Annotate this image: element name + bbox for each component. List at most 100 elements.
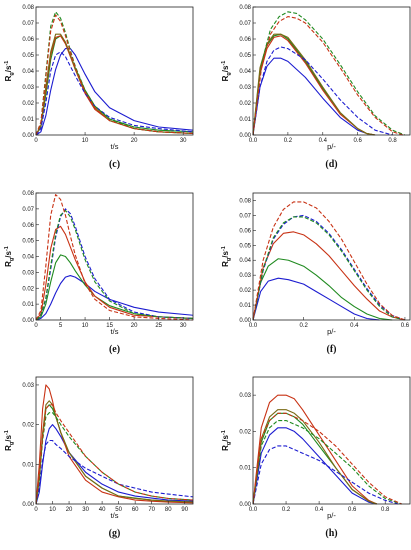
plot-frame xyxy=(252,376,411,505)
panel-label: (e) xyxy=(109,344,120,355)
y-tick-label: 0.05 xyxy=(239,243,251,249)
series-line-e-2 xyxy=(35,225,194,321)
x-axis-label: t/s xyxy=(111,511,119,520)
y-tick-label: 0.02 xyxy=(22,101,34,107)
y-tick-label: 0.01 xyxy=(22,302,34,308)
y-tick-label: 0.05 xyxy=(22,239,34,245)
y-tick-label: 0.05 xyxy=(22,53,34,59)
plot-frame xyxy=(35,376,194,505)
series-line-g-0 xyxy=(35,424,194,505)
y-tick-label: 0.02 xyxy=(239,101,251,107)
y-tick-label: 0.07 xyxy=(239,21,251,27)
y-tick-label: 0.00 xyxy=(239,133,251,139)
x-tick-label: 10 xyxy=(49,507,56,513)
series-line-e-1 xyxy=(35,254,194,321)
chart-panel-g: 0.00 0.01 0.02 0.03 0 10 20 30 40 50 60 70 80 90 t/s Rg… xyxy=(4,376,194,539)
x-tick-label: 10 xyxy=(82,323,89,329)
x-axis-label: t/s xyxy=(111,327,119,336)
panel-label: (f) xyxy=(327,344,337,355)
chart-panel-h: 0.00 0.01 0.02 0.03 0.0 0.2 0.4 0.6 0.8 p/- Rg/s-1… xyxy=(221,376,411,539)
x-tick-label: 0.8 xyxy=(388,138,397,144)
x-tick-label: 10 xyxy=(82,138,89,144)
panel-label: (d) xyxy=(325,159,337,170)
x-tick-label: 0.0 xyxy=(249,323,258,329)
x-tick-label: 40 xyxy=(99,507,106,513)
x-tick-label: 0.2 xyxy=(284,138,293,144)
chart-panel-e: 0.00 0.01 0.02 0.03 0.04 0.05 0.06 0.07 0.08 0 5 10… xyxy=(4,191,194,355)
y-tick-label: 0.03 xyxy=(22,383,34,389)
x-tick-label: 50 xyxy=(115,507,122,513)
y-tick-label: 0.03 xyxy=(22,270,34,276)
y-tick-label: 0.06 xyxy=(239,228,251,234)
x-tick-label: 0 xyxy=(34,507,38,513)
y-tick-label: 0.02 xyxy=(22,423,34,429)
panel-label: (h) xyxy=(325,528,337,539)
x-tick-label: 20 xyxy=(66,507,73,513)
series-line-f-4 xyxy=(252,216,406,321)
series-line-h-4 xyxy=(252,445,399,505)
y-tick-label: 0.07 xyxy=(22,207,34,213)
x-tick-label: 0.4 xyxy=(350,323,359,329)
series-line-d-6 xyxy=(252,16,404,136)
y-tick-label: 0.08 xyxy=(239,198,251,204)
series-line-e-0 xyxy=(35,274,194,321)
x-axis-label: p/- xyxy=(327,511,336,520)
y-tick-label: 0.03 xyxy=(239,273,251,279)
series-line-g-3 xyxy=(35,400,194,505)
y-tick-label: 0.04 xyxy=(22,69,34,75)
series-line-h-5 xyxy=(252,419,402,505)
y-tick-label: 0.00 xyxy=(22,133,34,139)
y-axis-label: Rg/s-1 xyxy=(4,246,15,267)
plot-frame xyxy=(252,6,411,136)
series-line-d-1 xyxy=(252,33,376,136)
x-tick-label: 0 xyxy=(34,138,38,144)
x-tick-label: 5 xyxy=(59,323,63,329)
y-tick-label: 0.08 xyxy=(22,5,34,11)
x-tick-label: 80 xyxy=(165,507,172,513)
x-tick-label: 0.6 xyxy=(401,323,410,329)
panel-label: (g) xyxy=(109,528,121,539)
x-tick-label: 0.0 xyxy=(249,507,258,513)
x-tick-label: 0.0 xyxy=(249,138,258,144)
y-axis-label: Rg/s-1 xyxy=(221,246,232,267)
y-tick-label: 0.00 xyxy=(239,318,251,324)
x-axis-label: p/- xyxy=(327,327,336,336)
series-line-e-4 xyxy=(35,209,194,321)
plot-frame xyxy=(252,192,411,321)
x-tick-label: 0.6 xyxy=(353,138,362,144)
x-tick-label: 20 xyxy=(131,323,138,329)
y-tick-label: 0.00 xyxy=(239,502,251,508)
series-line-c-4 xyxy=(35,51,194,136)
series-line-d-2 xyxy=(252,35,376,136)
y-tick-label: 0.06 xyxy=(22,223,34,229)
series-line-f-5 xyxy=(252,201,406,321)
plot-frame xyxy=(35,6,194,136)
x-tick-label: 0.4 xyxy=(315,507,324,513)
x-tick-label: 20 xyxy=(131,138,138,144)
x-tick-label: 0.8 xyxy=(381,507,390,513)
y-tick-label: 0.04 xyxy=(239,69,251,75)
y-tick-label: 0.00 xyxy=(22,318,34,324)
y-tick-label: 0.02 xyxy=(239,288,251,294)
y-tick-label: 0.04 xyxy=(239,258,251,264)
x-axis-label: t/s xyxy=(111,142,119,151)
x-axis-label: p/- xyxy=(327,142,336,151)
series-line-f-1 xyxy=(252,258,393,321)
series-line-d-5 xyxy=(252,11,405,136)
x-tick-label: 30 xyxy=(82,507,89,513)
series-line-g-2 xyxy=(35,384,194,505)
y-tick-label: 0.07 xyxy=(22,21,34,27)
x-tick-label: 25 xyxy=(155,323,162,329)
y-tick-label: 0.03 xyxy=(22,85,34,91)
y-tick-label: 0.07 xyxy=(239,213,251,219)
x-tick-label: 70 xyxy=(148,507,155,513)
y-tick-label: 0.05 xyxy=(239,53,251,59)
y-tick-label: 0.02 xyxy=(239,429,251,435)
y-axis-label: Rg/s-1 xyxy=(4,430,15,451)
chart-panel-d: 0.00 0.01 0.02 0.03 0.04 0.05 0.06 0.07 0.08 0.0 0… xyxy=(221,5,411,170)
y-tick-label: 0.06 xyxy=(22,37,34,43)
series-line-d-4 xyxy=(252,46,393,136)
y-tick-label: 0.08 xyxy=(239,5,251,11)
series-line-h-6 xyxy=(252,412,402,505)
series-line-h-1 xyxy=(252,412,378,505)
